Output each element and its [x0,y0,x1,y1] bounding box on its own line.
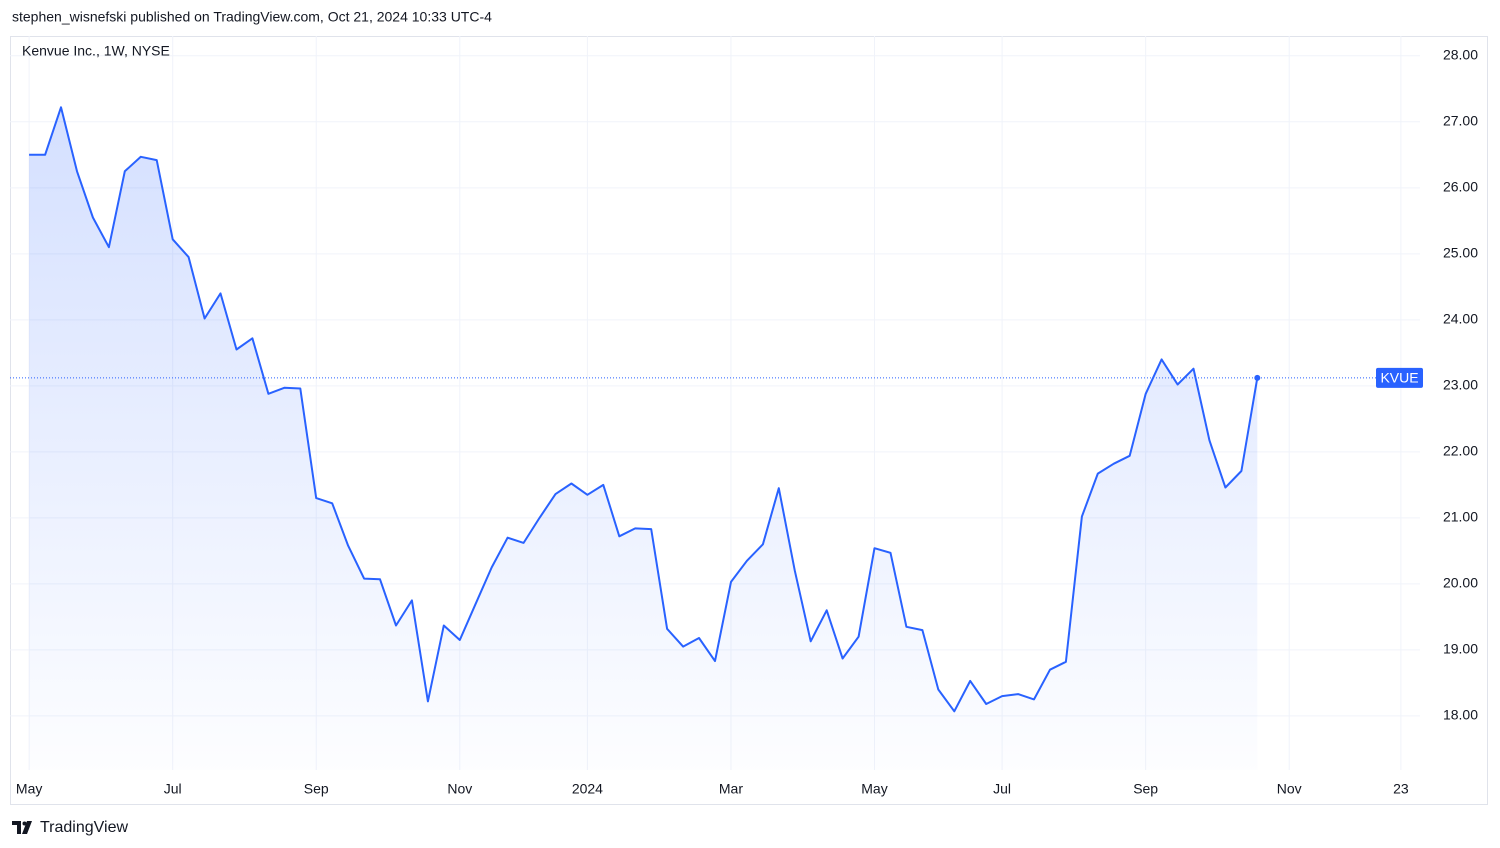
x-tick-label: Nov [1277,781,1302,797]
y-tick-label: 26.00 [1443,179,1478,195]
last-price-dot [1254,374,1261,381]
y-tick-label: 19.00 [1443,641,1478,657]
footer-brand: TradingView [40,819,128,836]
x-tick-label: Sep [1133,781,1158,797]
y-tick-label: 22.00 [1443,443,1478,459]
y-tick-label: 27.00 [1443,113,1478,129]
x-tick-label: Jul [993,781,1011,797]
logo-icon [12,821,32,834]
x-tick-label: 23 [1393,781,1409,797]
x-tick-label: Mar [719,781,743,797]
chart-title: Kenvue Inc., 1W, NYSE [22,43,170,59]
plot [10,106,1420,771]
x-tick-label: Sep [304,781,329,797]
price-line [29,106,1259,713]
logo [12,821,32,834]
chart-frame [10,36,1488,805]
x-tick-label: Nov [447,781,472,797]
y-tick-label: 25.00 [1443,245,1478,261]
logo-dot [22,821,27,826]
y-tick-label: 28.00 [1443,47,1478,63]
y-tick-label: 23.00 [1443,377,1478,393]
y-tick-label: 18.00 [1443,707,1478,723]
y-tick-label: 24.00 [1443,311,1478,327]
y-tick-label: 21.00 [1443,509,1478,525]
header: stephen_wisnefski published on TradingVi… [12,9,492,25]
x-tick-label: Jul [164,781,182,797]
x-tick-label: May [861,781,887,797]
x-tick-label: May [16,781,42,797]
symbol-label: KVUE [1380,370,1418,386]
symbol-label-bg [1376,367,1423,388]
x-tick-label: 2024 [572,781,603,797]
area-fill [29,107,1258,771]
y-tick-label: 20.00 [1443,575,1478,591]
